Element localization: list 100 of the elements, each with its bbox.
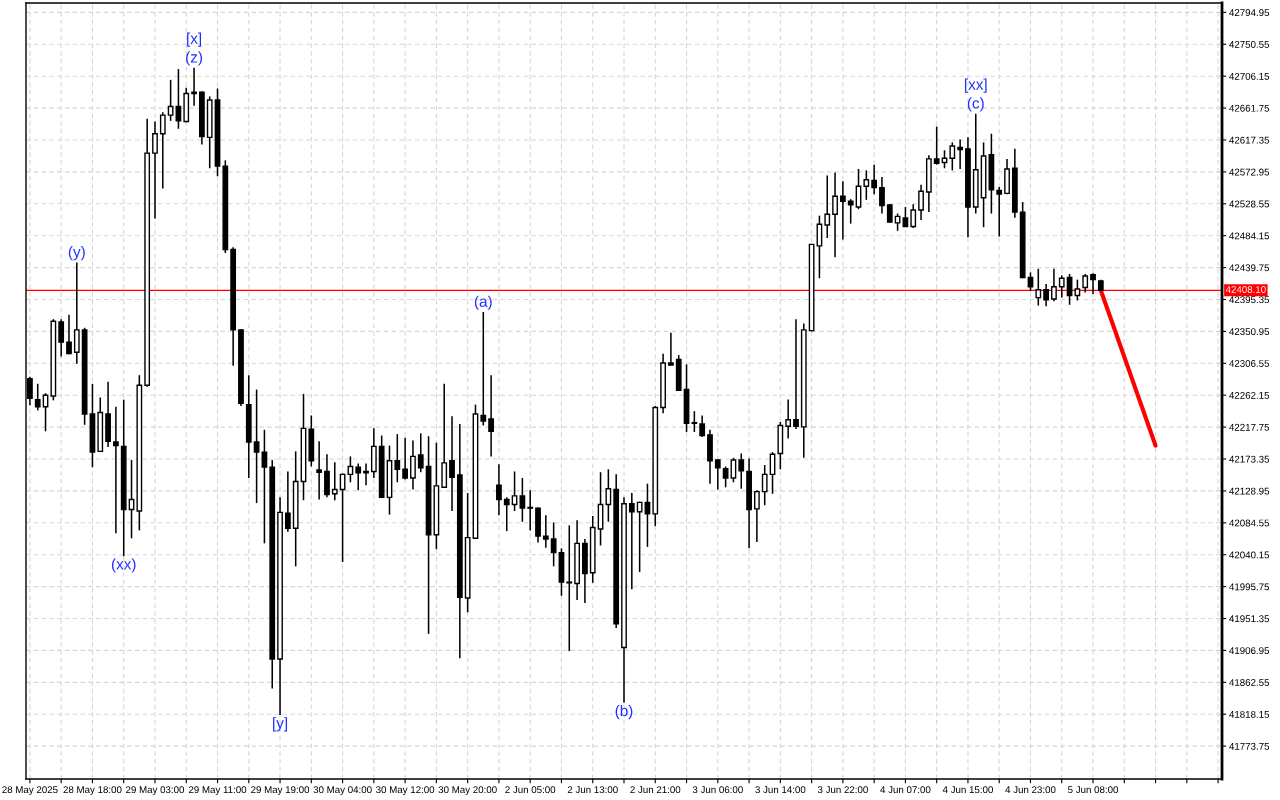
- candlestick: [566, 524, 573, 652]
- candlestick: [191, 66, 197, 107]
- y-tick-label: 42084.55: [1229, 519, 1270, 527]
- x-tick-label: 3 Jun 22:00: [817, 786, 868, 794]
- candlestick: [918, 184, 924, 221]
- y-tick-label: 42350.95: [1229, 328, 1270, 336]
- x-tick-label: 30 May 20:00: [438, 786, 497, 796]
- candlestick: [175, 68, 182, 130]
- candlestick: [1082, 273, 1089, 294]
- candlestick: [832, 171, 838, 259]
- candlestick: [761, 464, 768, 507]
- candlestick: [66, 314, 72, 356]
- candlestick: [542, 514, 549, 549]
- candlestick: [284, 470, 291, 533]
- y-tick-label: 42528.55: [1229, 200, 1270, 208]
- candlestick: [331, 461, 338, 501]
- candlestick: [847, 198, 854, 225]
- candlestick: [933, 125, 940, 166]
- y-tick-label: 42395.35: [1229, 296, 1270, 304]
- candlestick: [152, 120, 158, 220]
- y-tick-label: 42750.55: [1229, 41, 1270, 48]
- candlestick: [605, 468, 612, 523]
- candlestick: [488, 374, 494, 458]
- candlestick: [644, 482, 651, 548]
- candlestick: [722, 465, 729, 489]
- candlestick: [324, 453, 330, 499]
- y-tick-label: 42794.95: [1229, 9, 1270, 16]
- x-tick-label: 5 Jun 08:00: [1068, 786, 1119, 794]
- candlestick: [910, 203, 917, 229]
- x-tick-label: 28 May 18:00: [63, 786, 122, 796]
- candlestick: [1058, 274, 1065, 299]
- y-tick-label: 42128.95: [1229, 487, 1270, 495]
- candlestick: [410, 439, 416, 491]
- candlestick: [261, 429, 268, 545]
- x-tick-label: 2 Jun 05:00: [505, 786, 556, 794]
- candlestick: [159, 111, 166, 190]
- candlestick: [417, 432, 424, 473]
- candlestick: [754, 489, 760, 543]
- x-tick-label: 2 Jun 21:00: [630, 786, 681, 794]
- x-tick-label: 29 May 03:00: [126, 786, 185, 796]
- candlestick: [449, 415, 455, 512]
- y-tick-label: 42217.75: [1229, 423, 1270, 431]
- annotation: (z): [186, 51, 203, 66]
- ref-line-label: 42408.10: [1225, 286, 1266, 293]
- candlestick: [1090, 272, 1096, 295]
- y-tick-label: 41773.75: [1229, 742, 1270, 750]
- annotation: (a): [474, 295, 492, 310]
- candlestick: [699, 414, 706, 438]
- candlestick: [58, 318, 65, 358]
- candlestick: [402, 436, 409, 481]
- x-tick-label: 29 May 19:00: [251, 786, 310, 796]
- candlestick: [394, 433, 401, 484]
- y-tick-label: 42661.75: [1229, 104, 1270, 112]
- candlestick: [636, 500, 643, 573]
- y-tick-label: 42484.15: [1229, 232, 1270, 240]
- candlestick: [1035, 268, 1042, 307]
- candlestick: [996, 186, 1003, 238]
- candlestick: [253, 388, 260, 504]
- candlestick: [316, 440, 323, 501]
- annotation: (y): [68, 246, 85, 261]
- candlestick: [691, 410, 698, 433]
- candlestick: [793, 318, 799, 430]
- candlestick: [1051, 268, 1057, 302]
- x-tick-label: 4 Jun 07:00: [880, 786, 931, 794]
- candlestick: [363, 462, 369, 486]
- y-tick-label: 42706.15: [1229, 72, 1270, 80]
- x-tick-label: 3 Jun 06:00: [692, 786, 743, 794]
- candlestick: [480, 311, 487, 427]
- candlestick: [628, 492, 635, 591]
- x-tick-label: 30 May 04:00: [313, 786, 372, 796]
- y-tick-label: 41862.55: [1229, 679, 1270, 686]
- candlestick: [957, 138, 964, 170]
- y-tick-label: 42617.35: [1229, 136, 1270, 144]
- y-tick-label: 42306.55: [1229, 360, 1270, 367]
- candlestick: [738, 452, 745, 490]
- candlestick: [785, 398, 792, 440]
- y-tick-label: 41995.75: [1229, 583, 1270, 591]
- annotation: (xx): [111, 558, 136, 573]
- candlestick: [34, 383, 41, 412]
- candlestick: [871, 163, 878, 195]
- annotation: (b): [615, 704, 633, 720]
- candlestick: [824, 174, 831, 239]
- x-tick-label: 4 Jun 15:00: [942, 786, 993, 794]
- annotation: [x]: [187, 32, 202, 47]
- candlestick: [73, 261, 80, 365]
- annotation: [xx]: [964, 78, 987, 93]
- candlestick: [714, 458, 721, 491]
- candlestick: [527, 489, 534, 532]
- candlestick: [113, 406, 119, 535]
- candlestick: [863, 169, 870, 201]
- y-tick-label: 41818.15: [1229, 710, 1270, 718]
- x-tick-label: 28 May 2025: [2, 786, 58, 796]
- candlestick: [355, 462, 362, 491]
- candlestick: [1074, 278, 1081, 302]
- candlestick: [550, 521, 557, 568]
- candlestick: [42, 392, 49, 433]
- candlestick: [1027, 271, 1034, 292]
- candlestick: [519, 477, 526, 523]
- candlestick: [730, 457, 737, 484]
- annotation: [y]: [273, 717, 288, 732]
